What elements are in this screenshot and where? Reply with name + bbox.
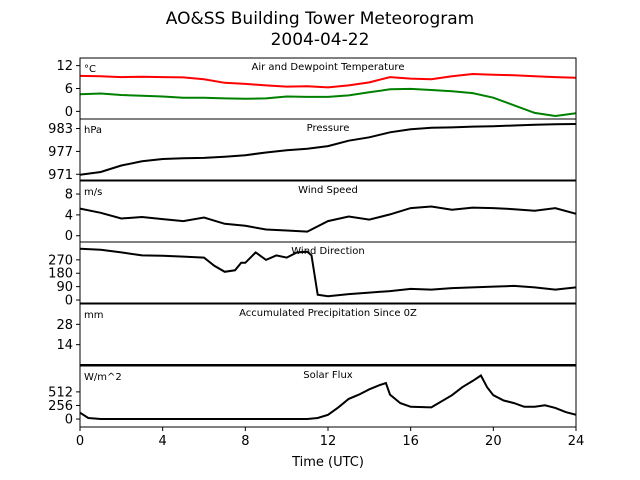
y-tick-label: 983: [48, 122, 73, 137]
panel-3-series-1-line: [80, 205, 576, 233]
x-tick-label: 0: [76, 434, 84, 449]
y-tick-label: 0: [65, 294, 73, 309]
panel-2-series-1-line: [80, 123, 576, 176]
y-tick-label: 512: [48, 385, 73, 400]
panel-unit-label: mm: [84, 310, 103, 321]
y-tick-label: 256: [48, 399, 73, 414]
panel-unit-label: hPa: [84, 125, 102, 136]
y-tick-label: 28: [56, 318, 73, 333]
panel-2: 971 977 983 Pressure hPa: [48, 118, 577, 183]
y-tick-label: 8: [65, 188, 73, 203]
panel-6-series-1-line: [80, 374, 576, 420]
y-tick-label: 14: [56, 338, 73, 353]
panel-title: Wind Direction: [291, 246, 365, 257]
x-tick-label: 24: [568, 434, 585, 449]
panel-title: Pressure: [307, 123, 350, 134]
y-tick-label: 971: [48, 168, 73, 183]
y-tick-label: 4: [65, 208, 73, 223]
x-tick-label: 16: [402, 434, 419, 449]
panel-title: Solar Flux: [303, 370, 353, 381]
panel-unit-label: W/m^2: [84, 372, 122, 383]
x-tick-label: 12: [320, 434, 337, 449]
panel-frame: [79, 241, 577, 304]
y-tick-label: 0: [65, 413, 73, 428]
y-tick-label: 6: [65, 82, 73, 97]
y-tick-label: 270: [48, 253, 73, 268]
y-tick-label: 0: [65, 229, 73, 244]
panel-unit-label: m/s: [84, 187, 102, 198]
x-axis: 0 4 8 12 16 20 24: [76, 427, 584, 449]
y-tick-label: 977: [48, 145, 73, 160]
panels-group: 0 6 12 Air and Dewpoint Temperature °C 971 977…: [48, 57, 577, 428]
x-tick-label: 4: [159, 434, 167, 449]
x-tick-label: 20: [485, 434, 502, 449]
y-tick-label: 12: [56, 59, 73, 74]
panel-frame: [79, 303, 577, 366]
y-tick-label: 180: [48, 267, 73, 282]
panel-1-series-2-line: [80, 87, 576, 118]
panel-4-series-1-line: [80, 247, 576, 298]
panel-title: Air and Dewpoint Temperature: [252, 62, 405, 73]
panel-unit-label: °C: [84, 64, 96, 75]
panel-frame: [79, 118, 577, 181]
panel-3: 0 4 8 Wind Speed m/s: [65, 180, 577, 244]
panel-1: 0 6 12 Air and Dewpoint Temperature °C: [56, 57, 577, 120]
panel-5: 14 28 Accumulated Precipitation Since 0Z mm: [56, 303, 577, 366]
panel-title: Accumulated Precipitation Since 0Z: [239, 308, 417, 319]
panel-title: Wind Speed: [298, 185, 358, 196]
x-axis-label: Time (UTC): [291, 455, 364, 470]
panel-1-series-1-line: [80, 72, 576, 89]
y-tick-label: 0: [65, 105, 73, 120]
y-tick-label: 90: [56, 280, 73, 295]
x-tick-label: 8: [241, 434, 249, 449]
chart-title: AO&SS Building Tower Meteorogram: [166, 9, 474, 29]
chart-subtitle: 2004-04-22: [271, 30, 370, 50]
